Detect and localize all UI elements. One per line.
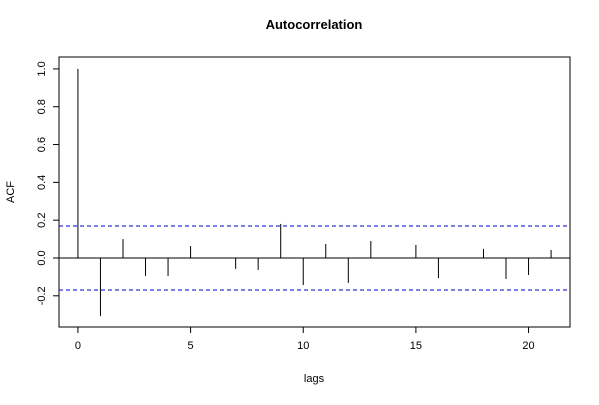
plot-frame [58,56,571,328]
y-tick-label: 0.4 [36,175,48,190]
x-tick-label: 5 [188,340,194,352]
x-axis-label: lags [304,373,325,385]
x-tick-label: 20 [522,340,534,352]
chart-title: Autocorrelation [266,17,363,32]
y-tick-label: 1.0 [36,61,48,76]
x-tick-label: 15 [410,340,422,352]
x-tick-label: 0 [75,340,81,352]
y-tick-label: 0.8 [36,99,48,114]
y-tick-label: 0.0 [36,250,48,265]
y-tick-label: 0.6 [36,137,48,152]
y-tick-label: 0.2 [36,213,48,228]
y-tick-label: -0.2 [36,286,48,305]
y-axis-label: ACF [5,181,17,203]
x-tick-label: 10 [297,340,309,352]
